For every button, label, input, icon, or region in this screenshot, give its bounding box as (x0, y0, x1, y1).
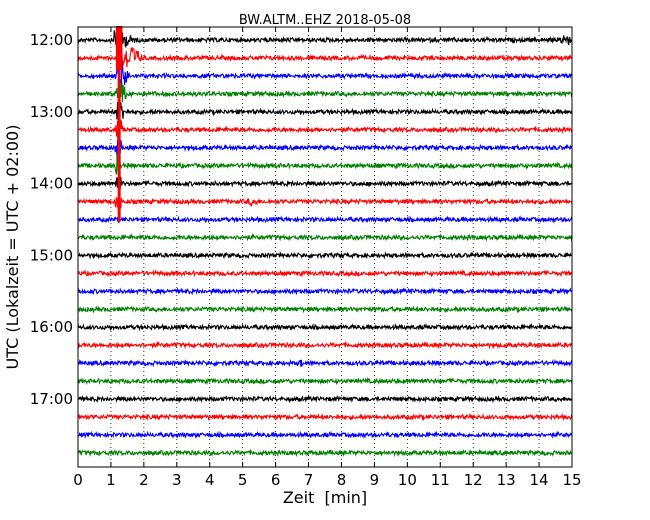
trace-line (77, 136, 573, 158)
trace-line (77, 251, 573, 260)
x-tick-label: 7 (304, 471, 314, 489)
trace-line (77, 287, 573, 296)
y-tick-label: 16:00 (30, 318, 73, 336)
x-tick-label: 5 (238, 471, 248, 489)
trace-line (77, 191, 573, 211)
x-tick-label: 1 (106, 471, 116, 489)
trace-line (77, 101, 573, 121)
x-tick-label: 6 (271, 471, 281, 489)
trace-line (77, 118, 573, 141)
trace-line (77, 176, 573, 193)
trace-line (77, 430, 573, 439)
trace-line (77, 394, 573, 404)
y-tick-label: 15:00 (30, 246, 73, 264)
trace-line (77, 340, 573, 350)
trace-line (77, 29, 573, 49)
trace-line (77, 269, 573, 278)
trace-line (77, 46, 573, 68)
x-tick-label: 13 (497, 471, 516, 489)
y-axis-label: UTC (Lokalzeit = UTC + 02:00) (3, 125, 22, 370)
trace-line (77, 215, 573, 224)
y-tick-label: 13:00 (30, 103, 73, 121)
trace-line (77, 448, 573, 458)
trace-line (77, 358, 573, 368)
minute-grid (110, 27, 540, 467)
trace-line (77, 322, 573, 332)
x-tick-label: 14 (530, 471, 549, 489)
chart-title: BW.ALTM..EHZ 2018-05-08 (239, 13, 411, 28)
y-tick-label: 14:00 (30, 175, 73, 193)
y-tick-labels: 12:00 13:00 14:00 15:00 16:00 17:00 (30, 31, 73, 408)
x-tick-label: 0 (73, 471, 83, 489)
trace-line (77, 81, 573, 103)
x-axis-label: Zeit [min] (283, 488, 367, 507)
trace-line (77, 376, 573, 386)
trace-line (77, 153, 573, 177)
x-tick-label: 11 (431, 471, 450, 489)
trace-line (77, 412, 573, 422)
x-tick-label: 10 (398, 471, 417, 489)
trace-line (77, 62, 573, 86)
x-tick-label: 9 (370, 471, 380, 489)
x-tick-labels: 0 1 2 3 4 5 6 7 8 9 10 11 12 13 14 15 (73, 471, 581, 489)
x-tick-label: 3 (172, 471, 182, 489)
y-tick-label: 12:00 (30, 31, 73, 49)
trace-group (77, 26, 573, 458)
axis-ticks (77, 27, 573, 467)
trace-line (77, 232, 573, 242)
trace-line (77, 305, 573, 314)
x-tick-label: 4 (205, 471, 215, 489)
x-tick-label: 2 (139, 471, 149, 489)
x-tick-label: 15 (562, 471, 581, 489)
y-tick-label: 17:00 (30, 390, 73, 408)
plot-frame (77, 26, 573, 468)
x-tick-label: 12 (464, 471, 483, 489)
x-tick-label: 8 (337, 471, 347, 489)
